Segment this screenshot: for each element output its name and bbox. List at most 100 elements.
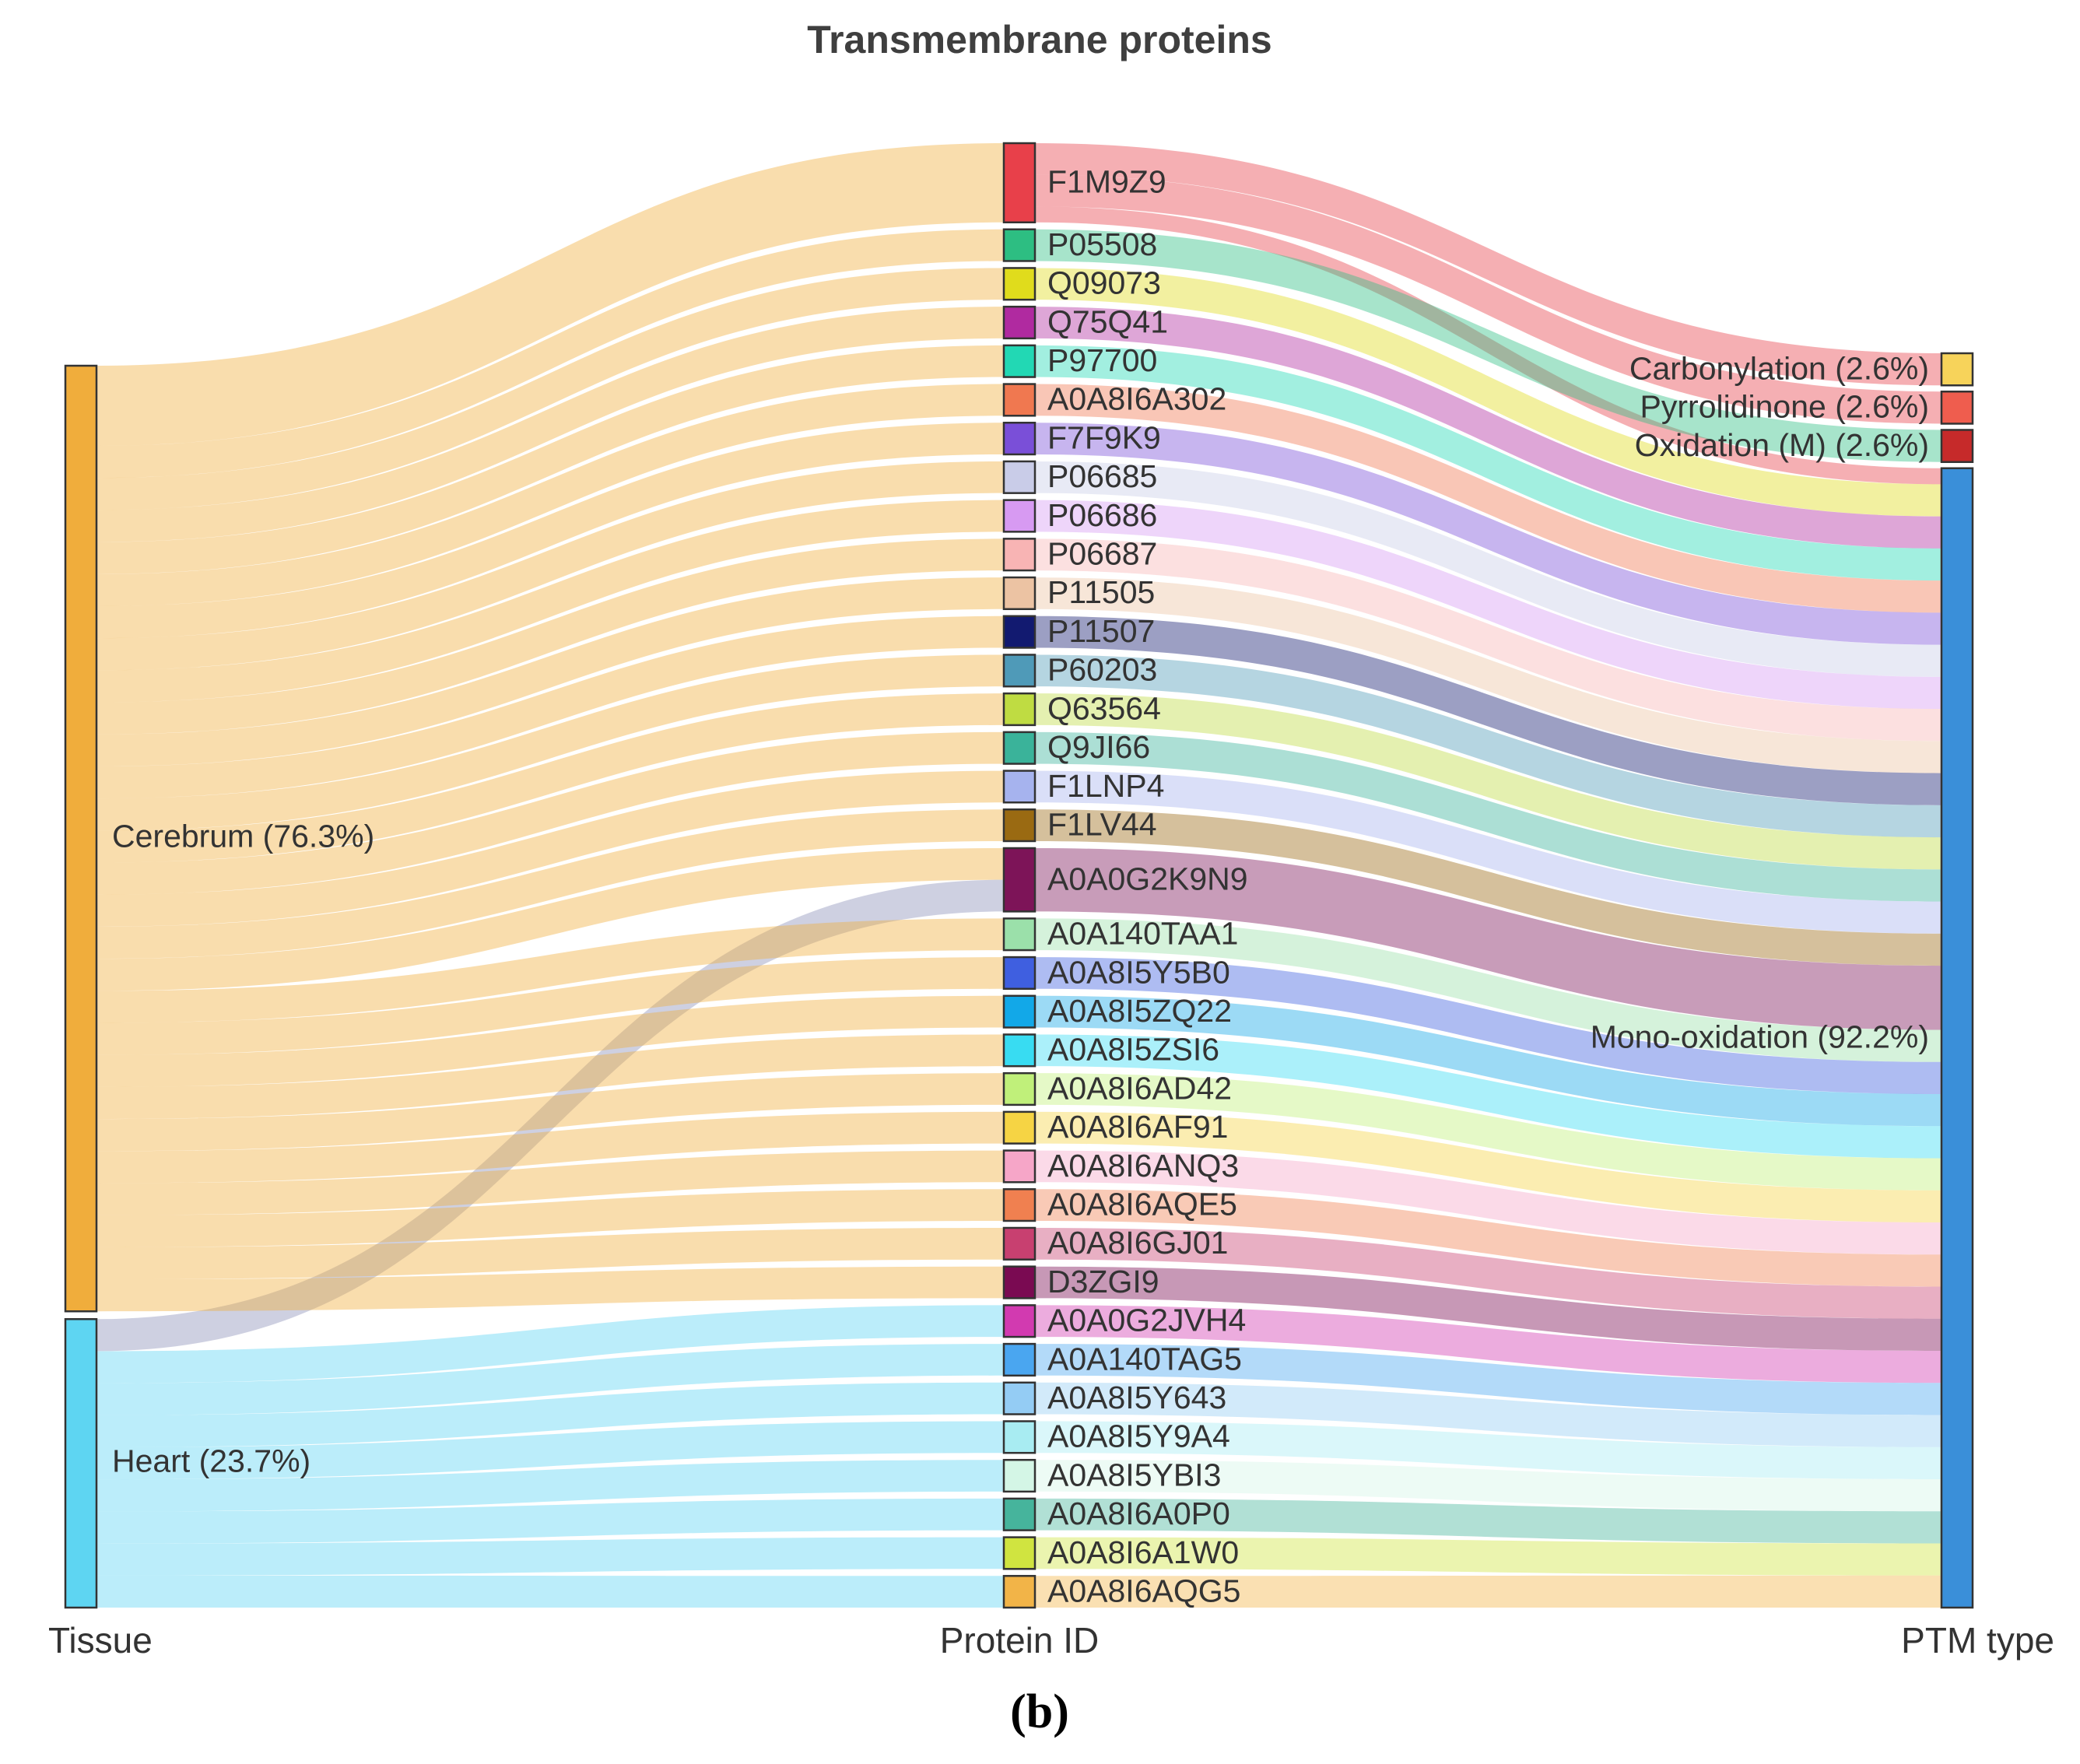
label-protein-a0a8i6gj01: A0A8I6GJ01	[1047, 1225, 1229, 1261]
node-protein-a0a8i6gj01	[1002, 1226, 1036, 1261]
link-cerebrum-p06687	[96, 538, 1004, 735]
link-cerebrum-q09073	[96, 268, 1004, 510]
link-cerebrum-a0a0g2k9n9	[96, 847, 1004, 991]
label-protein-q63564: Q63564	[1047, 690, 1161, 726]
node-protein-p06686	[1002, 499, 1036, 533]
label-protein-f1m9z9: F1M9Z9	[1047, 164, 1166, 200]
node-protein-f1lv44	[1002, 808, 1036, 843]
link-cerebrum-q75q41	[96, 307, 1004, 542]
node-protein-a0a0g2jvh4	[1002, 1304, 1036, 1338]
link-cerebrum-p06685	[96, 461, 1004, 671]
label-protein-p97700: P97700	[1047, 342, 1157, 378]
link-a0a8i6gj01-mono-oxidation	[1035, 1227, 1941, 1319]
label-protein-a0a8i6af91: A0A8I6AF91	[1047, 1109, 1229, 1145]
panel-label: (b)	[1010, 1685, 1069, 1738]
label-protein-p06686: P06686	[1047, 497, 1157, 533]
node-protein-a0a8i6aqg5	[1002, 1575, 1036, 1609]
node-protein-f1m9z9	[1002, 142, 1036, 224]
link-a0a8i6anq3-mono-oxidation	[1035, 1150, 1941, 1255]
link-cerebrum-p60203	[96, 654, 1004, 831]
label-protein-p05508: P05508	[1047, 226, 1157, 262]
sankey-nodes	[64, 142, 1974, 1609]
link-a0a140tag5-mono-oxidation	[1035, 1344, 1941, 1415]
node-protein-f7f9k9	[1002, 422, 1036, 456]
link-a0a140taa1-mono-oxidation	[1035, 918, 1941, 1062]
link-p11507-mono-oxidation	[1035, 615, 1941, 805]
link-a0a8i5y643-mono-oxidation	[1035, 1382, 1941, 1447]
link-a0a8i6af91-mono-oxidation	[1035, 1111, 1941, 1223]
label-protein-a0a8i5y643: A0A8I5Y643	[1047, 1380, 1226, 1415]
link-cerebrum-a0a8i5y5b0	[96, 957, 1004, 1055]
label-protein-a0a8i6a0p0: A0A8I6A0P0	[1047, 1496, 1230, 1531]
link-heart-a0a140tag5	[96, 1344, 1004, 1415]
axis-label-ptm: PTM type	[1901, 1620, 2054, 1661]
node-protein-f1lnp4	[1002, 770, 1036, 804]
link-f1m9z9-pyrrolidinone	[1035, 174, 1941, 424]
link-a0a8i6a302-mono-oxidation	[1035, 384, 1941, 613]
node-protein-a0a8i5y9a4	[1002, 1420, 1036, 1454]
link-a0a8i5ybi3-mono-oxidation	[1035, 1460, 1941, 1512]
node-protein-q9ji66	[1002, 731, 1036, 765]
link-cerebrum-p06686	[96, 500, 1004, 703]
node-protein-q75q41	[1002, 305, 1036, 340]
label-protein-a0a8i6ad42: A0A8I6AD42	[1047, 1070, 1232, 1106]
link-cerebrum-f1m9z9	[96, 143, 1004, 446]
label-protein-q75q41: Q75Q41	[1047, 303, 1168, 339]
node-protein-a0a8i6a0p0	[1002, 1497, 1036, 1531]
link-p60203-mono-oxidation	[1035, 654, 1941, 838]
node-ptm-pyrrolidinone	[1940, 390, 1974, 425]
link-cerebrum-a0a8i6aqe5	[96, 1189, 1004, 1247]
node-protein-a0a8i6ad42	[1002, 1071, 1036, 1106]
node-protein-p05508	[1002, 228, 1036, 262]
node-protein-a0a140taa1	[1002, 917, 1036, 952]
link-cerebrum-a0a8i6a302	[96, 384, 1004, 606]
node-protein-a0a8i5y5b0	[1002, 956, 1036, 991]
link-a0a8i6ad42-mono-oxidation	[1035, 1073, 1941, 1191]
node-protein-p97700	[1002, 344, 1036, 378]
link-cerebrum-f7f9k9	[96, 423, 1004, 639]
link-d3zgi9-mono-oxidation	[1035, 1266, 1941, 1352]
link-f7f9k9-mono-oxidation	[1035, 423, 1941, 645]
link-cerebrum-a0a8i5zsi6	[96, 1034, 1004, 1120]
link-q63564-mono-oxidation	[1035, 693, 1941, 870]
link-p97700-mono-oxidation	[1035, 345, 1941, 581]
node-protein-q09073	[1002, 267, 1036, 301]
label-protein-d3zgi9: D3ZGI9	[1047, 1264, 1159, 1299]
link-heart-a0a8i6a0p0	[96, 1498, 1004, 1544]
link-p11505-mono-oxidation	[1035, 577, 1941, 773]
link-heart-a0a8i5ybi3	[96, 1460, 1004, 1512]
link-cerebrum-d3zgi9	[96, 1266, 1004, 1312]
node-protein-q63564	[1002, 692, 1036, 727]
node-protein-d3zgi9	[1002, 1265, 1036, 1299]
link-cerebrum-p11505	[96, 577, 1004, 766]
link-p05508-oxidation-m	[1035, 229, 1941, 462]
link-cerebrum-a0a8i6ad42	[96, 1073, 1004, 1152]
node-protein-a0a8i6anq3	[1002, 1149, 1036, 1184]
link-a0a8i6a0p0-mono-oxidation	[1035, 1498, 1941, 1544]
node-ptm-oxidation-m	[1940, 429, 1974, 463]
node-protein-a0a8i5zq22	[1002, 994, 1036, 1029]
link-f1lnp4-mono-oxidation	[1035, 770, 1941, 934]
sankey-links	[96, 143, 1941, 1608]
link-a0a8i6a1w0-mono-oxidation	[1035, 1537, 1941, 1576]
label-protein-a0a0g2jvh4: A0A0G2JVH4	[1047, 1303, 1246, 1338]
node-protein-p11505	[1002, 576, 1036, 611]
label-ptm-mono-oxidation: Mono-oxidation (92.2%)	[1591, 1019, 1929, 1055]
link-cerebrum-a0a8i6af91	[96, 1111, 1004, 1184]
link-a0a8i5y5b0-mono-oxidation	[1035, 957, 1941, 1095]
label-ptm-carbonylation: Carbonylation (2.6%)	[1629, 350, 1929, 386]
link-heart-a0a0g2jvh4	[96, 1305, 1004, 1383]
label-protein-f7f9k9: F7F9K9	[1047, 419, 1161, 455]
node-ptm-mono-oxidation	[1940, 467, 1974, 1609]
chart-title: Transmembrane proteins	[807, 18, 1272, 61]
link-cerebrum-q9ji66	[96, 731, 1004, 895]
node-tissue-heart	[64, 1317, 98, 1609]
link-p06685-mono-oxidation	[1035, 461, 1941, 677]
label-protein-q9ji66: Q9JI66	[1047, 729, 1150, 765]
label-tissue-heart: Heart (23.7%)	[112, 1443, 310, 1478]
label-protein-p11505: P11505	[1047, 574, 1155, 610]
link-cerebrum-a0a8i5zq22	[96, 995, 1004, 1087]
link-f1m9z9-mono-oxidation	[1035, 206, 1941, 485]
link-heart-a0a8i5y9a4	[96, 1421, 1004, 1480]
node-protein-a0a8i5y643	[1002, 1381, 1036, 1415]
